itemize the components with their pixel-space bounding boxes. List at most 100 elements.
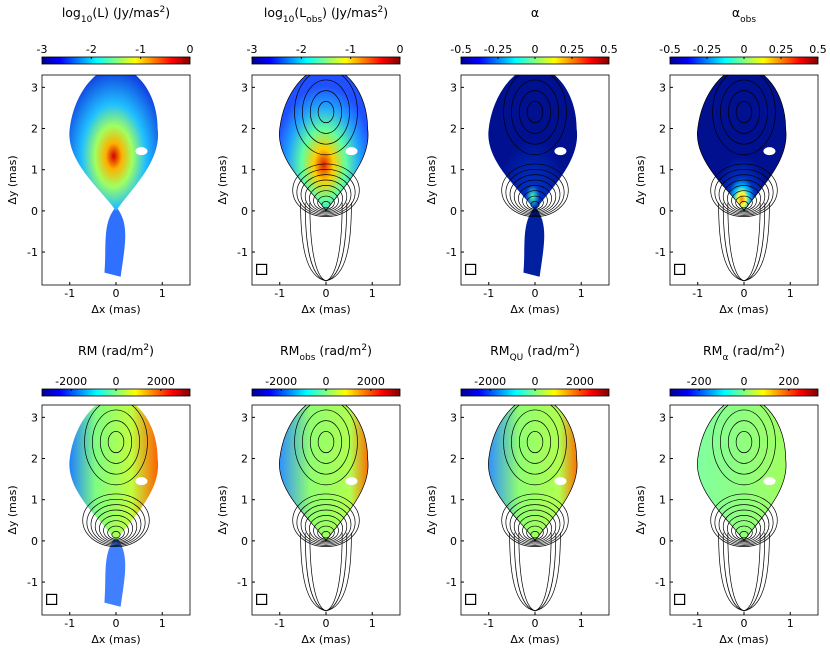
y-tick-label: -1 — [27, 246, 38, 259]
x-tick-label: -1 — [692, 617, 703, 630]
panel-title: RM (rad/m2) — [78, 343, 154, 358]
colorbar-tick-label: 0 — [741, 43, 748, 56]
x-tick-label: 0 — [741, 287, 748, 300]
hole — [763, 477, 776, 486]
y-tick-label: 0 — [241, 205, 248, 218]
title-part: 2 — [774, 343, 780, 353]
emission — [488, 75, 578, 211]
colorbar-tick-label: -1 — [345, 43, 356, 56]
x-axis-label: Δx (mas) — [510, 303, 559, 316]
x-tick-label: -1 — [64, 287, 75, 300]
contours — [697, 75, 787, 282]
colorbar-tick-label: -200 — [687, 375, 712, 388]
map — [697, 75, 787, 282]
x-tick-label: -1 — [692, 287, 703, 300]
hole — [554, 477, 567, 486]
title-part: 2 — [160, 5, 166, 15]
x-axis-label: Δx (mas) — [510, 633, 559, 646]
title-part: ) — [575, 343, 580, 358]
hole — [345, 477, 358, 486]
colorbar-tick-label: 0 — [532, 43, 539, 56]
x-tick-label: 0 — [741, 617, 748, 630]
x-tick-label: 1 — [369, 287, 376, 300]
map — [279, 405, 369, 612]
y-tick-label: 2 — [450, 453, 457, 466]
title-part: (L) (Jy/mas — [92, 5, 159, 20]
colorbar-tick-label: 2000 — [357, 375, 385, 388]
title-part: obs — [306, 15, 322, 25]
title-part: (rad/m — [728, 343, 774, 358]
colorbar-tick-label: 0 — [323, 375, 330, 388]
title-part: RM (rad/m — [78, 343, 143, 358]
colorbar-tick-label: -0.5 — [450, 43, 471, 56]
y-tick-label: -1 — [27, 576, 38, 589]
counterjet — [104, 536, 126, 607]
y-tick-label: 0 — [659, 535, 666, 548]
y-axis-label: Δy (mas) — [634, 485, 647, 534]
y-tick-label: 0 — [31, 205, 38, 218]
y-tick-label: 2 — [31, 453, 38, 466]
y-tick-label: -1 — [446, 576, 457, 589]
y-tick-label: 3 — [450, 411, 457, 424]
colorbar-tick-label: -0.25 — [693, 43, 721, 56]
panel: αobs -0.5 -0.25 0 0.25 0.5 -1 0 1 -1 0 1 2 3 Δx (mas) Δ… — [634, 5, 827, 316]
hole — [554, 147, 567, 156]
hole — [345, 147, 358, 156]
y-tick-label: 0 — [450, 205, 457, 218]
y-tick-label: -1 — [237, 576, 248, 589]
y-tick-label: 3 — [450, 81, 457, 94]
y-tick-label: 3 — [31, 411, 38, 424]
colorbar-tick-label: -0.5 — [659, 43, 680, 56]
contours — [488, 405, 578, 612]
contours — [279, 405, 369, 612]
y-tick-label: 3 — [659, 81, 666, 94]
title-part: log — [264, 5, 283, 20]
x-tick-label: 1 — [369, 617, 376, 630]
x-tick-label: -1 — [64, 617, 75, 630]
x-tick-label: -1 — [483, 287, 494, 300]
y-tick-label: 0 — [31, 535, 38, 548]
y-tick-label: 2 — [659, 123, 666, 136]
colorbar-tick-label: -2000 — [55, 375, 87, 388]
colorbar-tick-label: 200 — [778, 375, 799, 388]
title-part: RM — [703, 343, 722, 358]
y-tick-label: -1 — [655, 576, 666, 589]
title-part: 10 — [81, 15, 93, 25]
y-tick-label: -1 — [655, 246, 666, 259]
contours — [501, 75, 569, 217]
emission — [697, 405, 787, 541]
map — [488, 75, 578, 277]
hole — [135, 477, 148, 486]
y-tick-label: 0 — [450, 535, 457, 548]
colorbar-tick-label: 0 — [187, 43, 194, 56]
colorbar-tick-label: -0.25 — [484, 43, 512, 56]
y-tick-label: 3 — [241, 411, 248, 424]
x-tick-label: 0 — [532, 287, 539, 300]
x-tick-label: 0 — [323, 287, 330, 300]
y-axis-label: Δy (mas) — [6, 155, 19, 204]
beam — [46, 593, 58, 606]
y-axis-label: Δy (mas) — [6, 485, 19, 534]
map — [488, 405, 578, 612]
map — [69, 405, 159, 607]
x-tick-label: -1 — [274, 617, 285, 630]
colorbar-tick-label: 0.5 — [600, 43, 618, 56]
y-tick-label: 2 — [241, 453, 248, 466]
title-part: ) — [780, 343, 785, 358]
colorbar-tick-label: 0.25 — [769, 43, 794, 56]
emission — [69, 75, 159, 211]
y-tick-label: 3 — [241, 81, 248, 94]
title-part: α — [531, 5, 539, 20]
y-axis-label: Δy (mas) — [634, 155, 647, 204]
x-tick-label: 0 — [532, 617, 539, 630]
map — [697, 405, 787, 612]
title-part: ) — [383, 5, 388, 20]
x-tick-label: 1 — [787, 287, 794, 300]
x-axis-label: Δx (mas) — [91, 303, 140, 316]
x-tick-label: 0 — [113, 287, 120, 300]
contours — [82, 405, 150, 547]
title-part: RM — [280, 343, 299, 358]
